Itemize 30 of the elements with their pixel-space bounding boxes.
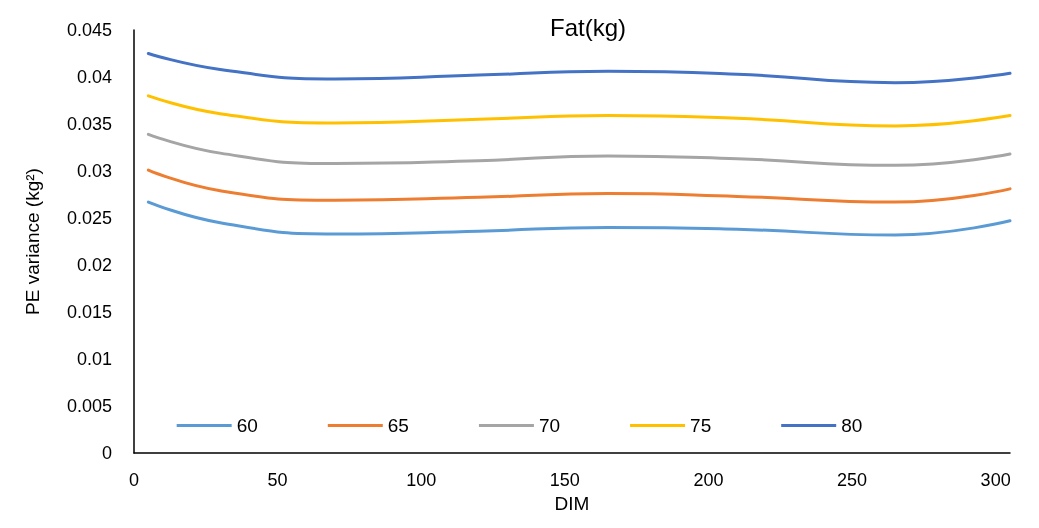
x-tick-label: 50: [267, 470, 288, 490]
legend-label: 70: [538, 415, 561, 436]
y-tick-label: 0.035: [66, 114, 112, 134]
x-tick-label: 250: [837, 470, 868, 490]
legend-label: 60: [236, 415, 258, 436]
line-series: [146, 132, 1012, 167]
y-axis-title: PE variance (kg²): [22, 168, 43, 315]
line-series: [146, 52, 1012, 85]
x-tick-label: 300: [980, 470, 1011, 490]
y-tick-label: 0.02: [76, 255, 112, 275]
x-axis-title: DIM: [554, 492, 590, 514]
x-tick-label: 200: [693, 470, 724, 490]
line-series: [146, 94, 1012, 128]
legend-label: 65: [387, 415, 409, 436]
y-tick-label: 0.03: [76, 161, 112, 181]
x-tick-label: 150: [549, 470, 580, 490]
y-tick-label: 0.01: [76, 349, 112, 369]
x-tick-label: 100: [406, 470, 437, 490]
legend-label: 80: [841, 415, 863, 436]
y-tick-label: 0.045: [66, 20, 112, 40]
y-tick-label: 0.015: [66, 302, 112, 322]
chart-title: Fat(kg): [549, 13, 627, 41]
y-tick-label: 0.025: [66, 208, 112, 228]
y-tick-label: 0.005: [66, 396, 112, 416]
legend-label: 75: [690, 415, 712, 436]
x-tick-label: 0: [128, 470, 140, 490]
line-series: [146, 168, 1012, 204]
y-tick-label: 0: [101, 443, 112, 463]
y-tick-label: 0.04: [76, 67, 112, 87]
line-series: [146, 200, 1012, 237]
